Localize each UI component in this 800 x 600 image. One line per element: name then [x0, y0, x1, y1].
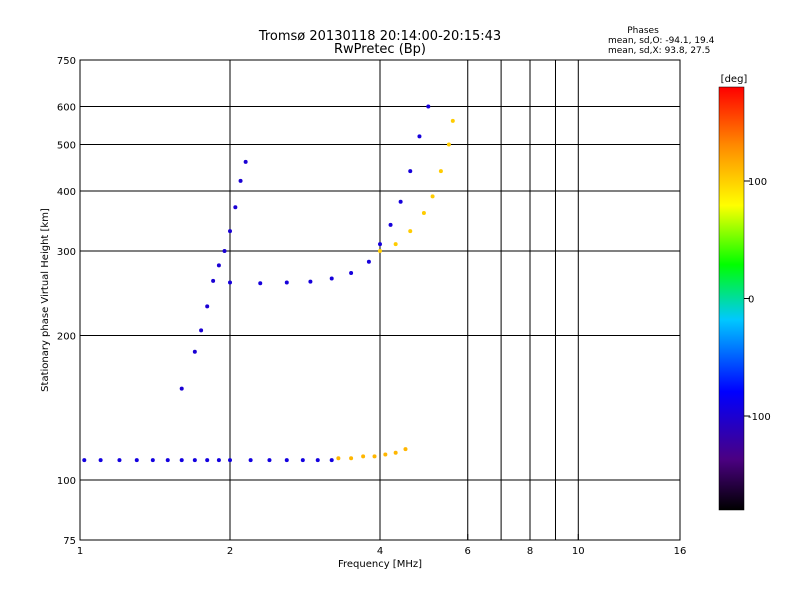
data-point [179, 458, 184, 463]
data-point [284, 280, 289, 285]
data-point [329, 276, 334, 281]
axis-ticks: 1 2 4 6 8 10 16 75 100 200 300 400 500 600 750 [57, 56, 686, 557]
data-point [393, 242, 398, 247]
x-tick-label: 6 [465, 546, 471, 557]
data-point [134, 458, 139, 463]
data-point [243, 159, 248, 164]
grid-lines [80, 60, 680, 540]
data-point [408, 169, 413, 174]
x-tick-label: 2 [227, 546, 233, 557]
y-tick-label: 750 [57, 56, 76, 67]
stats-o-mode: mean, sd,O: -94.1, 19.4 [608, 36, 715, 46]
colorbar-tick-label: -100 [748, 412, 771, 423]
data-point [329, 458, 334, 463]
data-point [336, 456, 341, 461]
y-tick-label: 200 [57, 332, 76, 343]
data-point [258, 281, 263, 286]
data-point [388, 222, 393, 227]
data-point [361, 454, 366, 459]
data-point [117, 458, 122, 463]
data-point [372, 454, 377, 459]
x-tick-label: 16 [674, 546, 687, 557]
y-tick-label: 100 [57, 476, 76, 487]
x-axis-label: Frequency [MHz] [338, 559, 422, 570]
data-point [192, 349, 197, 354]
data-point [450, 118, 455, 123]
x-tick-label: 4 [377, 546, 383, 557]
data-point [408, 229, 413, 234]
data-point [403, 447, 408, 452]
colorbar [718, 86, 745, 511]
y-axis-label: Stationary phase Virtual Height [km] [40, 208, 51, 392]
data-point [393, 450, 398, 455]
data-point [248, 458, 253, 463]
y-tick-label: 600 [57, 103, 76, 114]
y-tick-label: 500 [57, 141, 76, 152]
data-point [216, 458, 221, 463]
colorbar-label: [deg] [721, 74, 748, 85]
data-point [199, 328, 204, 333]
data-point [228, 280, 232, 285]
data-point [98, 458, 103, 463]
data-point [426, 104, 431, 109]
data-point [205, 458, 210, 463]
data-point [205, 304, 210, 309]
data-point [211, 278, 216, 283]
data-point [165, 458, 170, 463]
colorbar-tick-label: 100 [748, 177, 767, 188]
data-point [446, 142, 451, 147]
data-point [417, 134, 422, 139]
scatter-points [82, 104, 455, 463]
data-point [284, 458, 289, 463]
data-point [192, 458, 197, 463]
data-point [238, 178, 243, 183]
data-point [222, 249, 227, 254]
data-point [366, 259, 371, 264]
data-point [349, 270, 354, 275]
stats-x-mode: mean, sd,X: 93.8, 27.5 [608, 46, 710, 56]
y-tick-label: 75 [63, 536, 76, 547]
data-point [267, 458, 272, 463]
x-tick-label: 10 [572, 546, 585, 557]
data-point [315, 458, 320, 463]
x-tick-label: 1 [77, 546, 83, 557]
data-point [308, 279, 313, 284]
x-tick-label: 8 [527, 546, 533, 557]
phases-header: Phases [627, 26, 659, 36]
data-point [378, 249, 382, 254]
y-tick-label: 300 [57, 247, 76, 258]
chart-title: Tromsø 20130118 20:14:00-20:15:43 [258, 29, 501, 44]
data-point [378, 242, 382, 247]
colorbar-tick-label: 0 [748, 295, 754, 306]
data-point [228, 229, 232, 234]
data-point [398, 199, 403, 204]
y-tick-label: 400 [57, 187, 76, 198]
data-point [349, 456, 354, 461]
data-point [233, 205, 238, 210]
data-point [383, 452, 388, 457]
data-point [421, 211, 426, 216]
data-point [179, 386, 184, 391]
chart-subtitle: RwPretec (Bp) [334, 42, 426, 57]
data-point [228, 458, 232, 463]
data-point [82, 458, 87, 463]
data-point [216, 263, 221, 268]
data-point [430, 194, 435, 199]
data-point [300, 458, 305, 463]
colorbar-ticks: 100 0 -100 [744, 177, 771, 423]
data-point [150, 458, 155, 463]
data-point [438, 169, 443, 174]
